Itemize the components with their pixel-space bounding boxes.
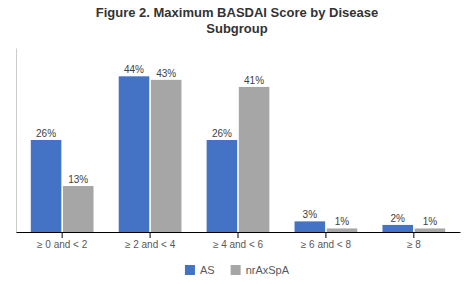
title: Figure 2. Maximum BASDAI Score by Diseas… xyxy=(96,5,378,36)
data-label: 41% xyxy=(244,75,264,86)
x-tick: ≥ 6 and < 8 xyxy=(301,232,352,250)
bar xyxy=(207,140,238,232)
data-label: 44% xyxy=(124,64,144,75)
data-label: 26% xyxy=(36,128,56,139)
data-label: 1% xyxy=(335,216,350,227)
data-labels: 26% 44% 26% 3% 2% 13% 43% 41% 1% 1% xyxy=(36,64,437,227)
data-label: 1% xyxy=(423,216,438,227)
bars xyxy=(31,76,445,232)
bar xyxy=(119,76,150,232)
data-label: 2% xyxy=(391,213,406,224)
x-tick-label: ≥ 0 and < 2 xyxy=(37,239,88,250)
x-tick-label: ≥ 8 xyxy=(407,239,421,250)
bar xyxy=(327,228,358,232)
x-tick-mark xyxy=(413,232,414,238)
legend-swatch xyxy=(185,265,195,275)
bar xyxy=(239,87,270,232)
bar xyxy=(295,221,326,232)
data-label: 43% xyxy=(156,68,176,79)
x-tick-label: ≥ 4 and < 6 xyxy=(213,239,264,250)
legend: AS nrAxSpA xyxy=(185,264,290,276)
data-label: 3% xyxy=(303,209,318,220)
legend-label: AS xyxy=(200,264,215,276)
legend-swatch xyxy=(231,265,241,275)
x-tick-mark xyxy=(238,232,239,238)
bar xyxy=(415,228,446,232)
bar xyxy=(382,225,413,232)
bar xyxy=(63,186,94,232)
chart: Figure 2. Maximum BASDAI Score by Diseas… xyxy=(0,0,474,284)
bar xyxy=(31,140,62,232)
x-tick: ≥ 8 xyxy=(407,232,421,250)
x-tick: ≥ 0 and < 2 xyxy=(37,232,88,250)
legend-label: nrAxSpA xyxy=(246,264,290,276)
x-tick: ≥ 2 and < 4 xyxy=(125,232,176,250)
legend-item: nrAxSpA xyxy=(231,264,290,276)
x-tick-mark xyxy=(325,232,326,238)
plot: 26% 44% 26% 3% 2% 13% 43% 41% 1% 1% ≥ 0 and < 2 ≥ 2… xyxy=(17,49,461,251)
legend-item: AS xyxy=(185,264,215,276)
x-tick: ≥ 4 and < 6 xyxy=(213,232,264,250)
x-tick-mark xyxy=(62,232,63,238)
data-label: 13% xyxy=(68,174,88,185)
y-axis xyxy=(16,49,17,233)
x-axis: ≥ 0 and < 2 ≥ 2 and < 4 ≥ 4 and < 6 ≥ 6 and… xyxy=(17,232,461,250)
y-axis-line xyxy=(16,49,17,233)
x-tick-mark xyxy=(150,232,151,238)
bar xyxy=(151,80,182,232)
data-label: 26% xyxy=(212,128,232,139)
x-tick-label: ≥ 2 and < 4 xyxy=(125,239,176,250)
x-tick-label: ≥ 6 and < 8 xyxy=(301,239,352,250)
